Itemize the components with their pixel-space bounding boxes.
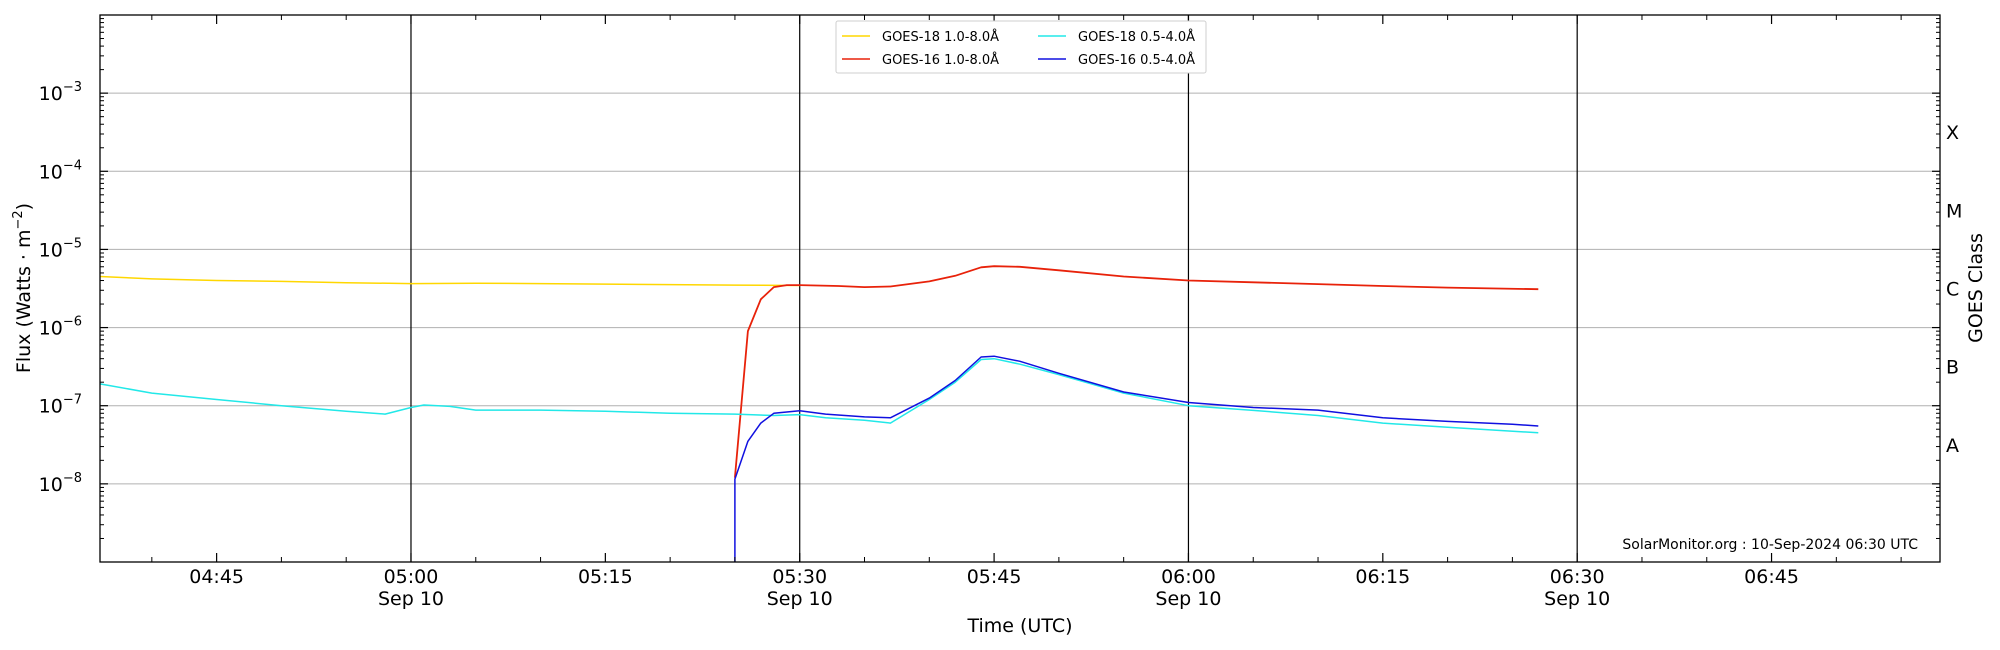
x-tick-label: 06:30	[1550, 566, 1605, 588]
series-line-3	[99, 357, 1539, 434]
y-tick-label: 10−8	[39, 471, 82, 496]
series-line-2	[734, 265, 1539, 478]
grid-layer	[100, 92, 1940, 485]
series-layer	[99, 265, 1539, 562]
x-axis-label: Time (UTC)	[966, 615, 1072, 637]
series-line-1	[99, 275, 800, 287]
x-tick-date-label: Sep 10	[1544, 588, 1610, 610]
x-tick-label: 05:30	[772, 566, 827, 588]
goes-class-label: A	[1946, 435, 1959, 457]
y-tick-label: 10−3	[39, 80, 82, 105]
x-tick-date-label: Sep 10	[378, 588, 444, 610]
legend-label: GOES-16 1.0-8.0Å	[882, 52, 999, 68]
right-axis-label: GOES Class	[1965, 233, 1987, 343]
x-tick-label: 04:45	[189, 566, 244, 588]
legend-label: GOES-16 0.5-4.0Å	[1078, 52, 1195, 68]
x-tick-label: 05:45	[967, 566, 1022, 588]
vertical-lines-layer	[410, 15, 1578, 562]
goes-class-label: C	[1946, 279, 1959, 301]
x-tick-label: 05:15	[578, 566, 633, 588]
y-tick-label: 10−5	[39, 236, 82, 261]
watermark-text: SolarMonitor.org : 10-Sep-2024 06:30 UTC	[1622, 537, 1918, 553]
y-axis-label: Flux (Watts · m−2)	[11, 203, 35, 373]
x-tick-label: 06:00	[1161, 566, 1216, 588]
y-tick-label: 10−7	[39, 393, 82, 418]
x-tick-date-label: Sep 10	[1155, 588, 1221, 610]
legend: GOES-18 1.0-8.0Å GOES-16 1.0-8.0Å GOES-18 …	[835, 20, 1207, 74]
legend-box	[835, 20, 1207, 74]
goes-class-label: X	[1946, 122, 1959, 144]
legend-label: GOES-18 0.5-4.0Å	[1078, 29, 1195, 45]
x-tick-date-label: Sep 10	[767, 588, 833, 610]
goes-class-label: M	[1946, 200, 1962, 222]
series-line-4	[734, 355, 1539, 562]
plot-frame	[99, 14, 1941, 563]
legend-label: GOES-18 1.0-8.0Å	[882, 29, 999, 45]
y-tick-label: 10−6	[39, 315, 82, 340]
x-tick-label: 05:00	[384, 566, 439, 588]
y-tick-label: 10−4	[39, 158, 82, 183]
ticks-layer	[100, 15, 1940, 562]
x-tick-label: 06:15	[1355, 566, 1410, 588]
goes-class-label: B	[1946, 357, 1959, 379]
x-tick-label: 06:45	[1744, 566, 1799, 588]
